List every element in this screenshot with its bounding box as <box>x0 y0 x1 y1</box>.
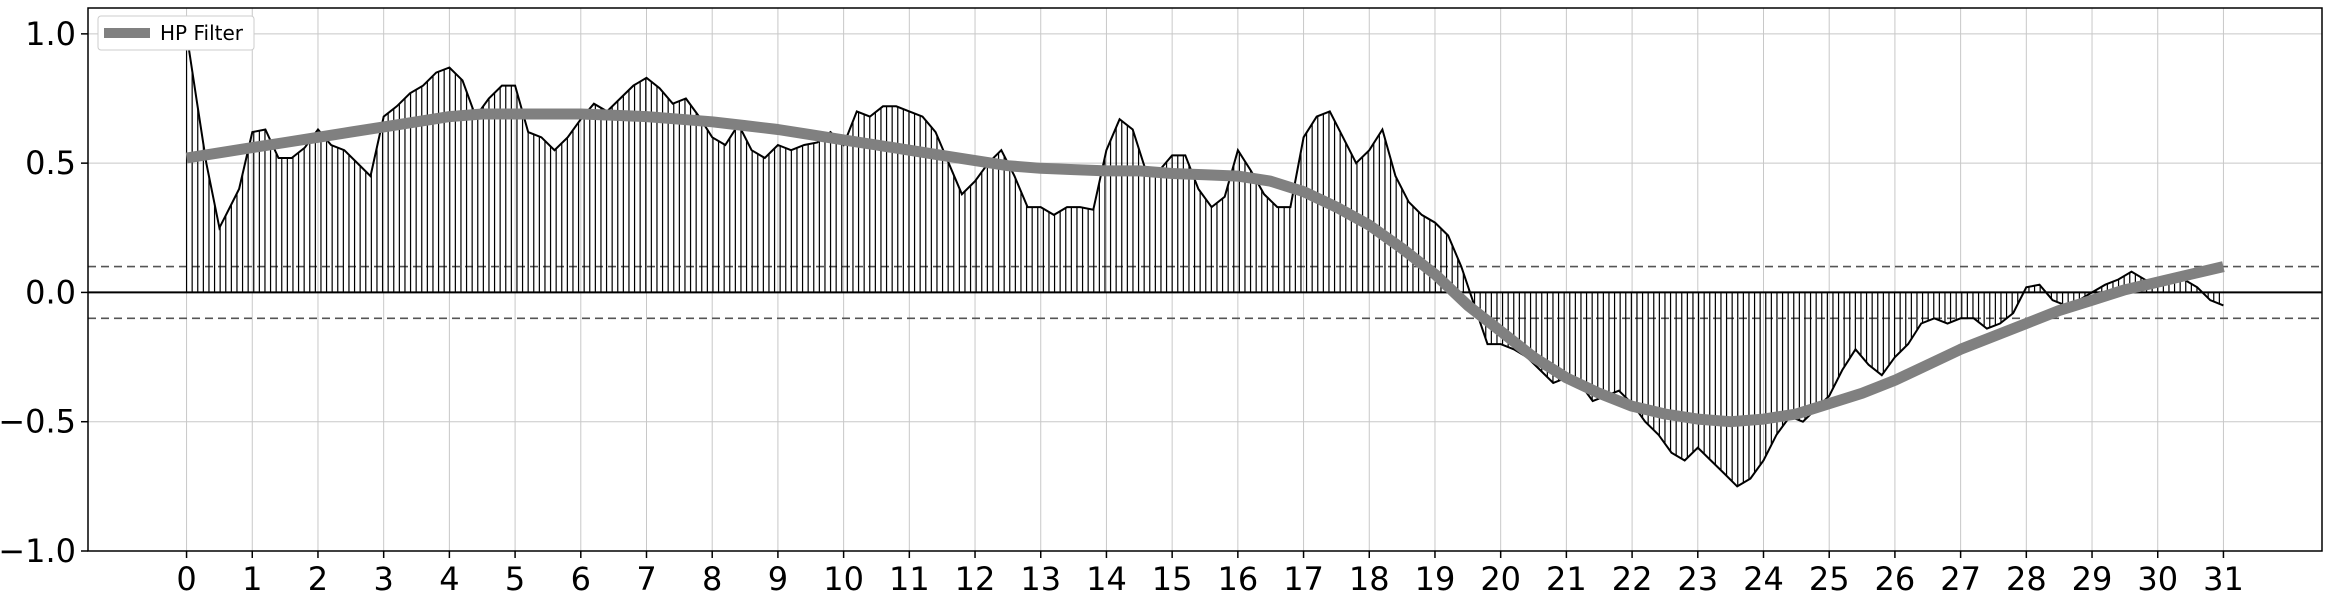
x-tick-label-22: 22 <box>1612 560 1653 594</box>
x-tick-label-16: 16 <box>1217 560 1258 594</box>
x-tick-label-26: 26 <box>1875 560 1916 594</box>
x-tick-label-6: 6 <box>571 560 591 594</box>
legend-label-hp-filter: HP Filter <box>160 21 244 45</box>
x-tick-label-28: 28 <box>2006 560 2047 594</box>
legend: HP Filter <box>97 15 255 51</box>
x-tick-label-5: 5 <box>505 560 525 594</box>
x-tick-label-27: 27 <box>1940 560 1981 594</box>
x-tick-label-9: 9 <box>768 560 788 594</box>
y-tick-label-4: 1.0 <box>25 15 76 53</box>
x-tick-label-23: 23 <box>1677 560 1718 594</box>
y-tick-label-3: 0.5 <box>25 144 76 182</box>
x-tick-label-8: 8 <box>702 560 722 594</box>
x-tick-label-12: 12 <box>955 560 996 594</box>
legend-box <box>97 15 255 51</box>
x-tick-label-21: 21 <box>1546 560 1587 594</box>
reference-lines <box>88 265 2322 320</box>
x-tick-label-20: 20 <box>1480 560 1521 594</box>
x-tick-label-1: 1 <box>242 560 262 594</box>
x-tick-label-7: 7 <box>636 560 656 594</box>
x-tick-label-31: 31 <box>2203 560 2244 594</box>
line-series <box>185 108 2225 428</box>
stem-envelope-line <box>185 33 2224 488</box>
x-tick-label-3: 3 <box>373 560 393 594</box>
x-tick-label-14: 14 <box>1086 560 1127 594</box>
grid <box>88 8 2322 552</box>
x-tick-label-11: 11 <box>889 560 930 594</box>
x-tick-label-15: 15 <box>1152 560 1193 594</box>
x-tick-label-24: 24 <box>1743 560 1784 594</box>
x-tick-label-18: 18 <box>1349 560 1390 594</box>
y-tick-label-0: −1.0 <box>0 532 76 570</box>
x-axis-ticks: 0 1 2 3 4 5 6 7 8 9 10 11 12 13 14 15 16 17 18 19 20 21 22 23 24… <box>176 551 2244 594</box>
x-tick-label-13: 13 <box>1020 560 1061 594</box>
x-tick-label-29: 29 <box>2072 560 2113 594</box>
x-tick-label-30: 30 <box>2137 560 2178 594</box>
y-axis-ticks: −1.0 −0.5 0.0 0.5 1.0 <box>0 15 88 570</box>
x-tick-label-17: 17 <box>1283 560 1324 594</box>
y-tick-label-2: 0.0 <box>25 273 76 311</box>
x-tick-label-25: 25 <box>1809 560 1850 594</box>
x-tick-label-10: 10 <box>823 560 864 594</box>
plot-frame <box>87 7 2323 552</box>
x-tick-label-0: 0 <box>176 560 196 594</box>
x-tick-label-19: 19 <box>1415 560 1456 594</box>
hp-filter-line <box>185 108 2225 428</box>
y-tick-label-1: −0.5 <box>0 403 76 441</box>
x-tick-label-4: 4 <box>439 560 459 594</box>
x-tick-label-2: 2 <box>308 560 328 594</box>
